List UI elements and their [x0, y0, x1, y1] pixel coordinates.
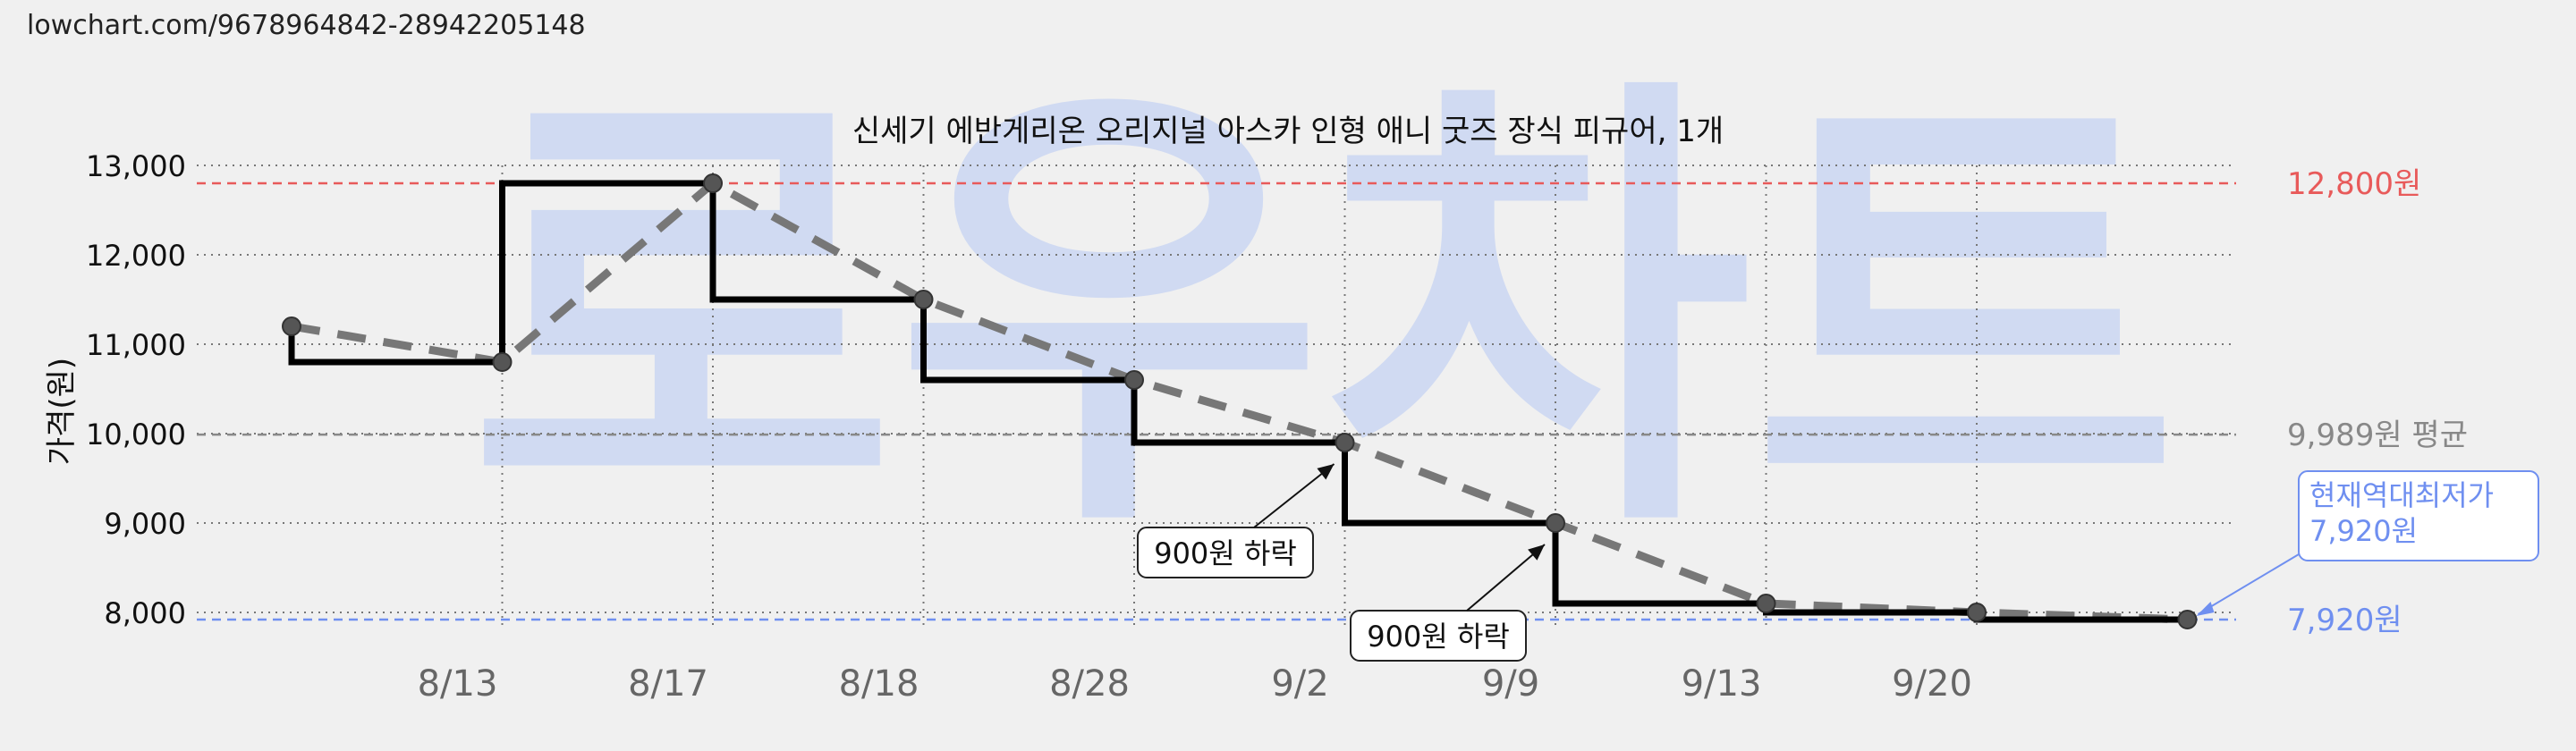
- reference-label: 7,920원: [2287, 603, 2402, 638]
- data-point: [1546, 513, 1565, 533]
- page-url[interactable]: lowchart.com/9678964842-28942205148: [27, 10, 586, 41]
- drop-annotation-box: [1137, 527, 1314, 578]
- data-point: [2177, 610, 2198, 629]
- data-point: [1756, 594, 1776, 613]
- x-tick-label: 8/13: [418, 663, 498, 705]
- y-tick-label: 8,000: [104, 596, 186, 630]
- current-low-connector: [2197, 553, 2300, 615]
- annotation-arrowhead: [1317, 464, 1335, 480]
- series: [282, 173, 2198, 629]
- data-point: [492, 352, 513, 372]
- current-low-price: 7,920원: [2309, 514, 2418, 548]
- x-tick-label: 9/9: [1482, 663, 1539, 705]
- current-low-title: 현재역대최저가: [2309, 478, 2494, 512]
- current-low-box: [2298, 470, 2539, 561]
- x-ticks: 8/13 8/17 8/18 8/28 9/2 9/9 9/13 9/20: [418, 663, 1972, 705]
- watermark-logo: 로우차트: [468, 42, 2180, 584]
- data-point: [282, 316, 301, 336]
- y-tick-label: 10,000: [86, 418, 186, 451]
- drop-annotation-text: 900원 하락: [1367, 620, 1510, 654]
- data-point: [1124, 370, 1144, 390]
- x-tick-label: 8/28: [1049, 663, 1130, 705]
- x-tick-label: 9/20: [1892, 663, 1972, 705]
- y-tick-label: 11,000: [86, 328, 186, 362]
- x-tick-label: 8/18: [839, 663, 919, 705]
- y-tick-label: 9,000: [104, 507, 186, 541]
- annotation-arrow: [1466, 544, 1546, 612]
- trend-line: [291, 179, 2188, 624]
- drop-annotation-text: 900원 하락: [1154, 536, 1297, 570]
- x-tick-label: 9/2: [1271, 663, 1328, 705]
- y-ticks: 8,000 9,000 10,000 11,000 12,000 13,000: [86, 149, 186, 630]
- drop-annotation-box: [1350, 610, 1527, 662]
- annotation-arrowhead: [1528, 544, 1545, 561]
- data-point: [1335, 433, 1355, 452]
- current-low-arrowhead: [2196, 602, 2215, 616]
- y-tick-label: 13,000: [86, 149, 186, 183]
- y-tick-label: 12,000: [86, 239, 186, 273]
- chart-title: 신세기 에반게리온 오리지널 아스카 인형 애니 굿즈 장식 피규어, 1개: [852, 114, 1724, 149]
- reference-label: 9,989원 평균: [2287, 418, 2468, 453]
- y-axis-label: 가격(원): [44, 358, 80, 465]
- data-point: [1967, 603, 1987, 622]
- annotation-arrow: [1253, 463, 1335, 528]
- x-tick-label: 9/13: [1682, 663, 1762, 705]
- data-point: [913, 290, 934, 309]
- reference-label: 12,800원: [2287, 166, 2421, 202]
- x-tick-label: 8/17: [628, 663, 708, 705]
- data-point: [703, 173, 723, 193]
- reference-lines: 12,800원 9,989원 평균 7,920원: [197, 166, 2468, 638]
